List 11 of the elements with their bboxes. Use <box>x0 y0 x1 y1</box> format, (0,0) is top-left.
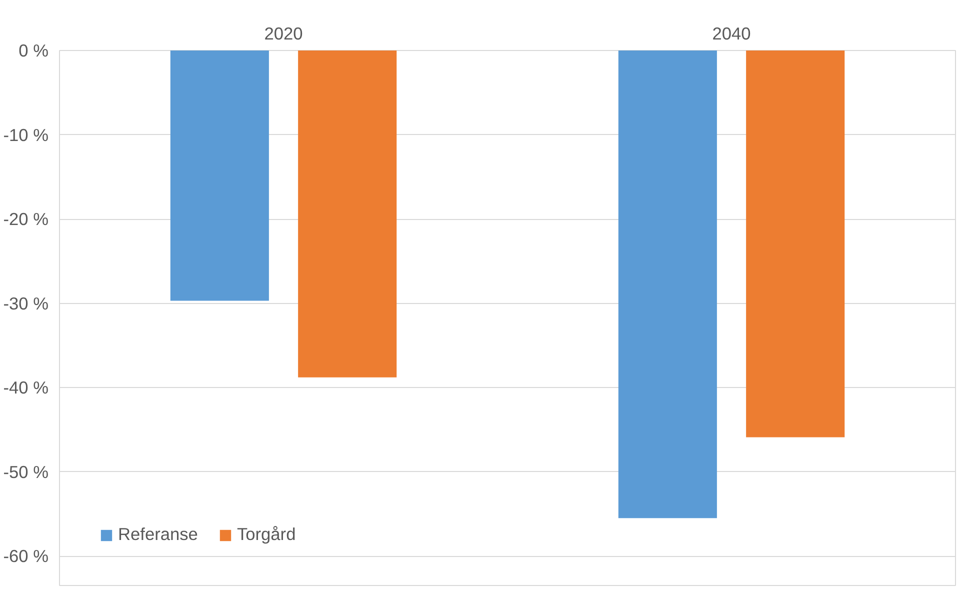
y-tick-label: 0 % <box>18 40 48 60</box>
y-tick-label: -20 % <box>3 209 49 230</box>
legend-label: Referanse <box>118 524 198 545</box>
x-tick-label: 2020 <box>264 24 303 44</box>
y-tick-label: -40 % <box>3 378 49 398</box>
legend-label: Torgård <box>236 524 296 545</box>
y-tick-label: -10 % <box>3 124 49 145</box>
y-tick-label: -30 % <box>3 293 49 314</box>
y-tick-label: -60 % <box>3 546 49 566</box>
x-tick-label: 2040 <box>712 24 751 44</box>
y-tick-label: -50 % <box>3 462 49 482</box>
